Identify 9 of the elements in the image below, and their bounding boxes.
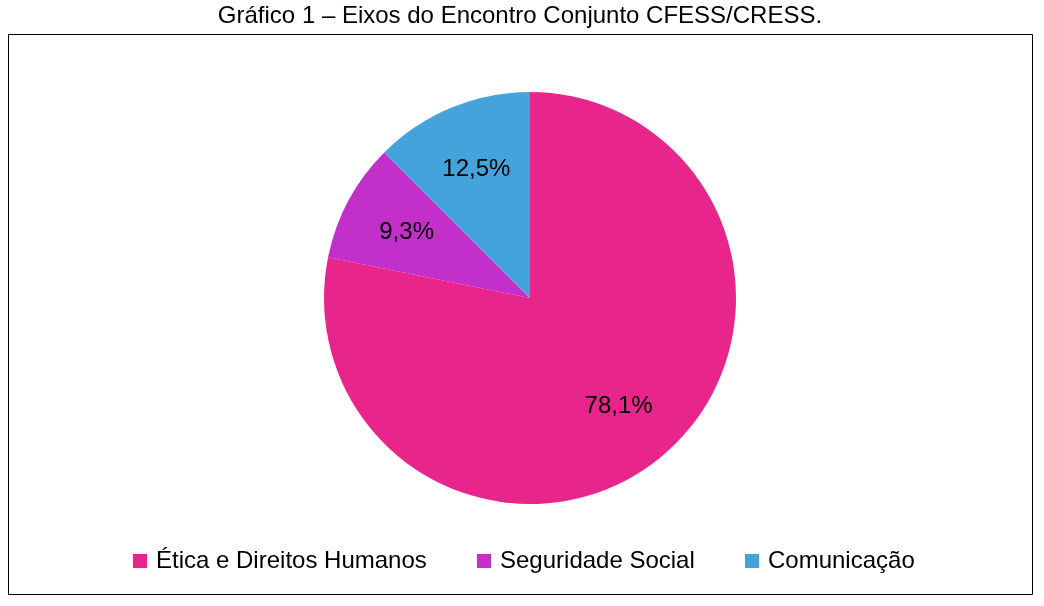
chart-title: Gráfico 1 – Eixos do Encontro Conjunto CFESS/CRESS. xyxy=(217,1,823,28)
legend-label: Ética e Direitos Humanos xyxy=(156,546,427,573)
data-label: 78,1% xyxy=(584,391,653,419)
data-label: 9,3% xyxy=(379,216,434,244)
data-label: 12,5% xyxy=(442,153,511,181)
legend-label: Seguridade Social xyxy=(500,546,695,573)
pie-slice xyxy=(328,152,530,298)
legend-label: Comunicação xyxy=(768,546,915,573)
pie-slice xyxy=(324,92,736,504)
